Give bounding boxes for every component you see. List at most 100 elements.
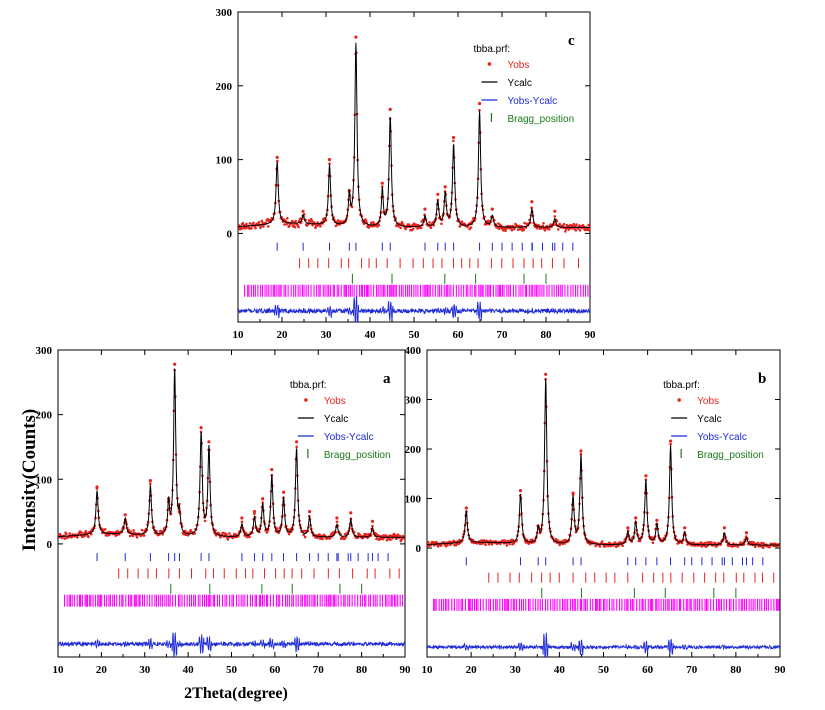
x-tick-label: 30 [139,664,151,676]
yobs-point [245,535,249,539]
yobs-point [287,528,290,531]
yobs-point [587,223,590,227]
yobs-point [564,230,567,233]
yobs-point [579,452,583,456]
yobs-point [173,362,177,366]
yobs-point [178,502,181,506]
yobs-point [575,223,578,226]
legend-label: Ycalc [697,414,721,425]
yobs-point [614,545,618,548]
difference-line [427,632,780,657]
yobs-point [294,219,298,223]
yobs-point [240,516,244,520]
x-tick-label: 40 [365,329,377,341]
y-tick-label: 100 [216,155,233,167]
yobs-point [436,192,440,196]
legend-symbol-yobs [677,398,681,402]
yobs-point [148,479,152,483]
yobs-point [607,544,610,548]
yobs-point [123,513,127,517]
yobs-point [761,546,765,549]
yobs-point [419,226,423,230]
yobs-point [365,533,369,536]
yobs-point [311,223,314,227]
yobs-point [252,510,257,514]
yobs-point [669,442,672,446]
legend: tbba.prf: Yobs Ycalc Yobs-Ycalc Bragg_positi… [663,380,764,461]
yobs-point [349,511,353,515]
yobs-point [481,542,485,545]
yobs-point [328,162,331,165]
yobs-point [760,541,763,545]
yobs-point [754,545,757,549]
yobs-point [142,534,146,537]
panel-c: 10 20 30 40 50 60 70 80 90 0 100 200 300 tbba.prf: Yob… [216,7,597,341]
yobs-point [397,224,400,228]
yobs-series [238,35,590,233]
legend-label: Yobs [697,396,719,407]
legend-label: Bragg_position [697,450,764,461]
yobs-point [621,544,624,547]
yobs-point [103,528,107,531]
yobs-point [377,223,381,227]
ycalc-line [238,42,590,228]
y-tick-label: 300 [36,345,53,357]
yobs-point [375,537,378,541]
x-tick-label: 30 [321,329,333,341]
yobs-point [295,445,299,449]
yobs-point [381,185,384,188]
ycalc-line [427,378,780,546]
x-tick-label: 70 [313,664,325,676]
yobs-point [63,537,67,540]
yobs-point [319,224,322,228]
y-tick-label: 400 [405,345,422,357]
yobs-point [270,468,274,472]
yobs-point [316,221,319,224]
yobs-point [512,542,516,545]
yobs-point [250,226,253,230]
yobs-point [90,532,93,536]
legend-file-label: tbba.prf: [290,380,327,391]
yobs-point [68,532,72,535]
yobs-point [651,541,655,544]
yobs-point [530,200,534,204]
yobs-point [617,544,620,548]
yobs-point [301,209,305,213]
x-tick-label: 90 [585,329,597,341]
yobs-point [443,185,447,189]
yobs-point [713,541,717,545]
yobs-point [87,535,90,539]
plot-frame [237,11,591,323]
yobs-point [328,537,332,540]
yobs-point [318,533,321,536]
yobs-point [354,35,358,39]
yobs-point [131,534,135,537]
x-tick-label: 70 [686,664,698,676]
yobs-point [248,535,251,539]
x-tick-label: 50 [409,329,421,341]
yobs-point [574,229,578,232]
x-tick-label: 90 [775,664,787,676]
yobs-point [412,227,415,231]
yobs-point [535,227,539,230]
difference-line [58,632,405,657]
yobs-point [267,225,270,228]
x-tick-label: 90 [400,664,412,676]
legend-label: Yobs-Ycalc [697,432,747,443]
yobs-point [731,545,734,548]
yobs-point [65,532,68,536]
x-tick-label: 40 [554,664,566,676]
yobs-point [403,537,405,540]
legend-symbol-yobs [304,398,308,402]
y-tick-label: 200 [36,410,53,422]
y-tick-label: 200 [405,444,422,456]
panel-a: 10 20 30 40 50 60 70 80 90 0 100 200 300 tbba.prf: Yob… [36,345,412,676]
legend-label: Yobs-Ycalc [324,432,374,443]
yobs-point [380,181,384,185]
yobs-point [282,490,286,494]
yobs-point [241,221,245,225]
yobs-point [598,545,602,548]
panel-letter: a [383,371,391,387]
yobs-point [389,538,392,542]
